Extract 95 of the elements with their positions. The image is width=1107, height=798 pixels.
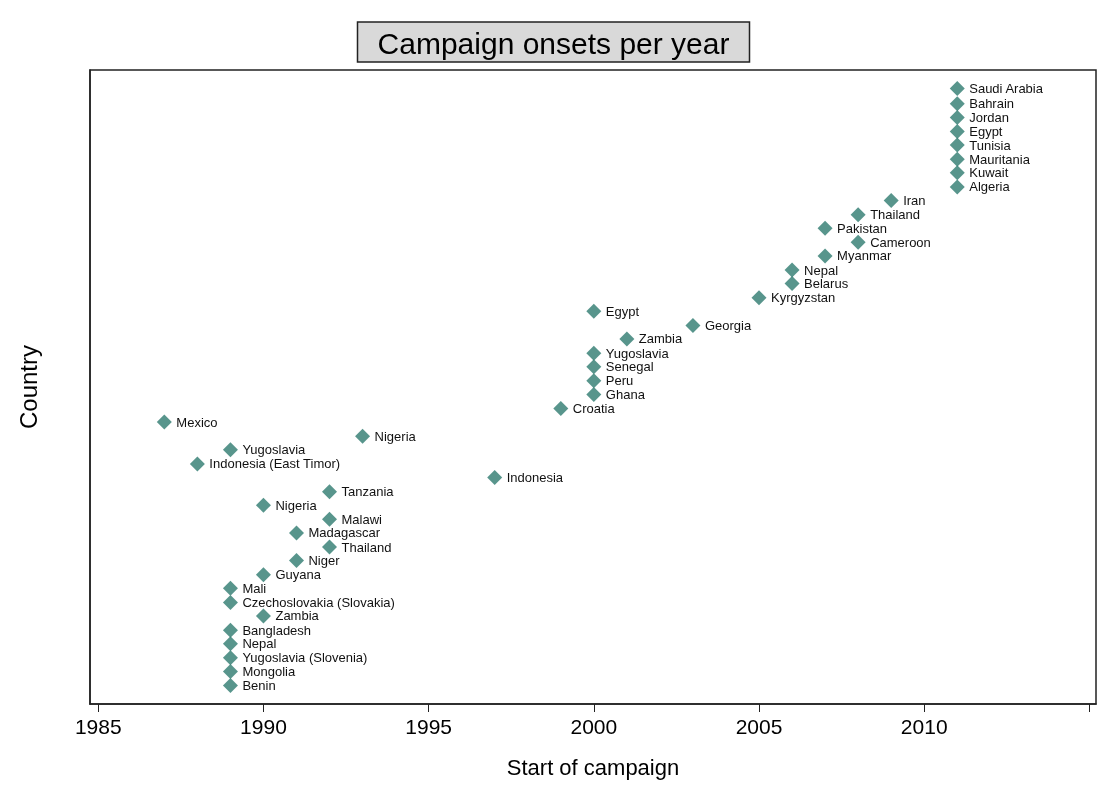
annotation: Mali bbox=[242, 580, 267, 596]
annotation: Iran bbox=[903, 192, 926, 208]
point bbox=[222, 650, 238, 666]
annotation: Zambia bbox=[638, 331, 683, 347]
annotation: Tanzania bbox=[341, 484, 395, 500]
annotation: Mexico bbox=[176, 414, 218, 430]
annotation: Ghana bbox=[605, 386, 646, 402]
point bbox=[222, 442, 238, 458]
point bbox=[586, 373, 602, 389]
x-tick-label: 1995 bbox=[405, 715, 452, 738]
annotation: Bangladesh bbox=[242, 622, 312, 638]
point bbox=[189, 456, 205, 472]
annotation: Jordan bbox=[969, 109, 1009, 125]
x-axis-title: Start of campaign bbox=[506, 754, 680, 780]
annotation: Thailand bbox=[870, 207, 920, 223]
annotation: Indonesia bbox=[506, 469, 564, 485]
annotation: Cameroon bbox=[870, 234, 931, 250]
annotation: Guyana bbox=[275, 567, 322, 583]
point bbox=[322, 511, 338, 527]
point bbox=[949, 179, 965, 195]
point bbox=[817, 220, 833, 236]
point bbox=[222, 678, 238, 694]
point bbox=[949, 80, 965, 96]
annotation: Indonesia (East Timor) bbox=[209, 456, 341, 472]
annotation: Madagascar bbox=[308, 525, 381, 541]
x-tick-label: 1985 bbox=[74, 715, 122, 738]
annotation: Zambia bbox=[275, 608, 320, 624]
annotation: Nepal bbox=[242, 636, 277, 652]
point bbox=[586, 345, 602, 361]
point bbox=[222, 580, 238, 596]
point bbox=[949, 124, 965, 140]
point bbox=[288, 553, 304, 569]
annotation: Bahrain bbox=[969, 96, 1015, 112]
annotation: Myanmar bbox=[837, 248, 892, 264]
point bbox=[156, 414, 172, 430]
annotation: Algeria bbox=[969, 179, 1011, 195]
point bbox=[751, 290, 767, 306]
point bbox=[949, 137, 965, 153]
point bbox=[949, 151, 965, 167]
chart-title: Campaign onsets per year bbox=[377, 26, 730, 60]
point bbox=[288, 525, 304, 541]
annotation: Croatia bbox=[572, 401, 616, 417]
y-axis-title: Country bbox=[14, 344, 42, 430]
annotation: Yugoslavia bbox=[242, 442, 307, 458]
annotation: Yugoslavia bbox=[605, 345, 670, 361]
annotation: Georgia bbox=[704, 317, 752, 333]
point bbox=[322, 484, 338, 500]
point bbox=[322, 539, 338, 555]
annotation: Nigeria bbox=[275, 497, 318, 513]
x-tick-label: 2005 bbox=[735, 715, 783, 738]
point bbox=[255, 608, 271, 624]
point bbox=[222, 622, 238, 638]
annotation: Nepal bbox=[804, 262, 839, 278]
point bbox=[784, 262, 800, 278]
annotation: Kyrgyzstan bbox=[771, 290, 836, 306]
point bbox=[784, 276, 800, 292]
point bbox=[817, 248, 833, 264]
annotation: Egypt bbox=[969, 124, 1003, 140]
point bbox=[949, 96, 965, 112]
point bbox=[850, 207, 866, 223]
annotation: Nigeria bbox=[374, 428, 417, 444]
point bbox=[685, 317, 701, 333]
annotation: Mauritania bbox=[969, 151, 1031, 167]
x-tick-label: 2010 bbox=[900, 715, 948, 738]
point bbox=[586, 303, 602, 319]
x-tick-label: 2000 bbox=[570, 715, 618, 738]
point bbox=[619, 331, 635, 347]
annotation: Pakistan bbox=[837, 220, 887, 236]
point bbox=[487, 469, 503, 485]
point bbox=[850, 234, 866, 250]
point bbox=[949, 165, 965, 181]
annotation: Kuwait bbox=[969, 165, 1009, 181]
annotation: Thailand bbox=[341, 539, 392, 555]
point bbox=[255, 567, 271, 583]
annotation: Yugoslavia (Slovenia) bbox=[242, 650, 368, 666]
point bbox=[586, 359, 602, 375]
annotation: Czechoslovakia (Slovakia) bbox=[242, 594, 395, 610]
x-tick-label: 1990 bbox=[240, 715, 287, 738]
point bbox=[586, 386, 602, 402]
annotation: Niger bbox=[308, 553, 341, 569]
annotation: Egypt bbox=[605, 303, 640, 319]
point bbox=[883, 192, 899, 208]
annotation: Peru bbox=[605, 373, 634, 389]
point bbox=[255, 497, 271, 513]
point bbox=[222, 594, 238, 610]
point bbox=[553, 401, 569, 417]
annotation: Benin bbox=[242, 678, 276, 694]
annotation: Senegal bbox=[605, 359, 654, 375]
annotation: Saudi Arabia bbox=[969, 80, 1044, 96]
point bbox=[222, 663, 238, 679]
point bbox=[222, 636, 238, 652]
annotation: Belarus bbox=[804, 276, 849, 292]
point bbox=[949, 109, 965, 125]
point bbox=[355, 428, 371, 444]
annotation: Malawi bbox=[341, 511, 383, 527]
